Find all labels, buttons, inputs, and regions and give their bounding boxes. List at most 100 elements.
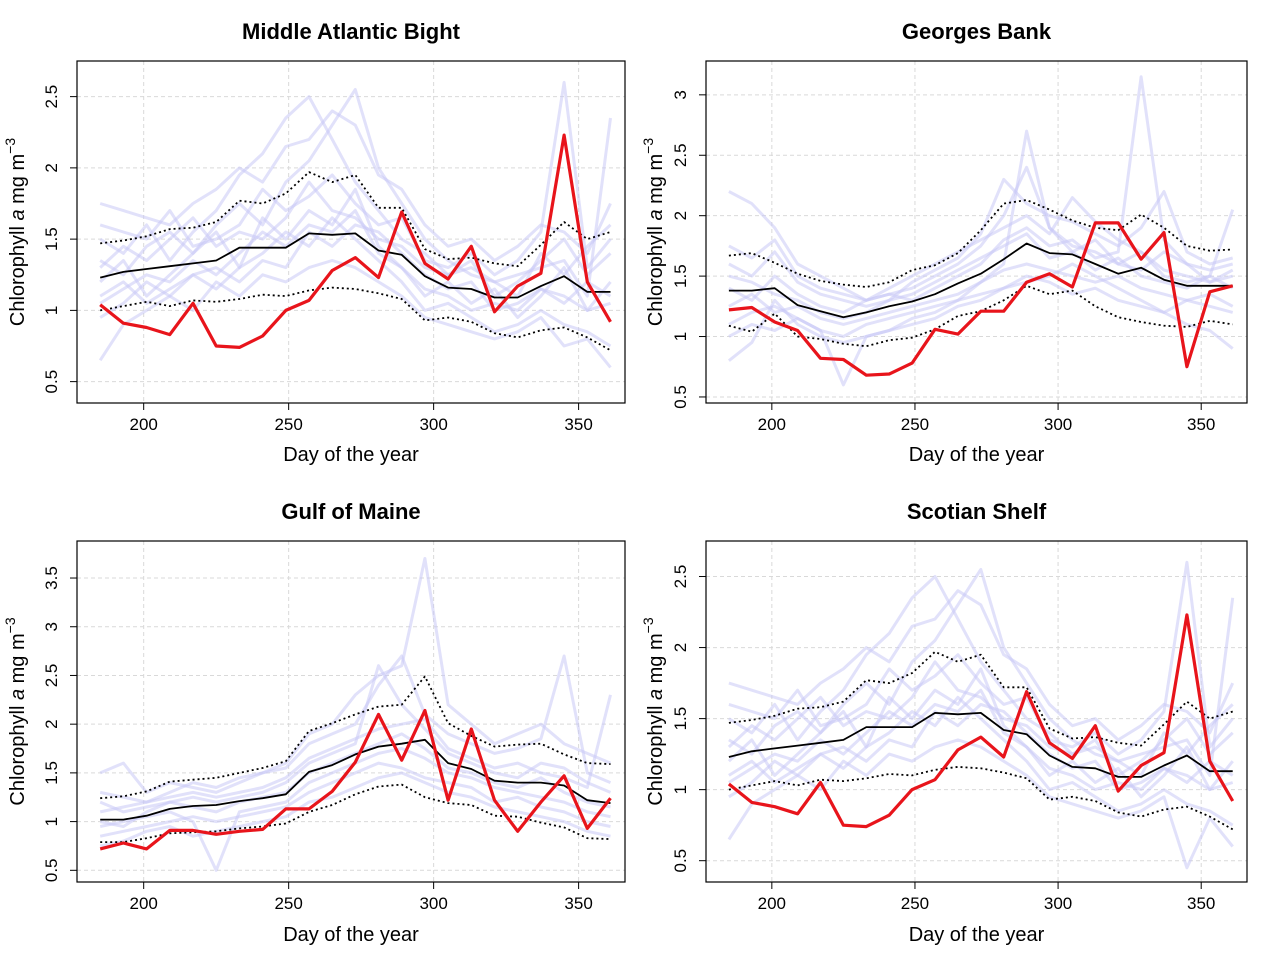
y-tick-label: 2 (671, 211, 690, 220)
y-axis-label-unit: mg m (7, 633, 29, 689)
x-tick-label: 200 (758, 415, 786, 434)
y-axis-label-superscript: −3 (2, 617, 18, 633)
series-line-mean (99, 232, 611, 299)
x-tick-label: 200 (758, 894, 786, 913)
x-axis-label: Day of the year (283, 444, 419, 466)
x-tick-label: 300 (419, 415, 447, 434)
y-tick-label: 2 (42, 163, 61, 172)
background-series-line (99, 664, 612, 814)
background-series-line (99, 209, 611, 312)
y-tick-label: 1 (42, 817, 61, 826)
x-tick-label: 250 (901, 894, 929, 913)
series-line-current (99, 133, 612, 349)
background-series-line (728, 177, 1234, 308)
background-series-line (728, 695, 1234, 827)
x-tick-label: 250 (274, 415, 302, 434)
background-series-line (727, 738, 1234, 870)
y-tick-label: 2 (42, 719, 61, 728)
series-line-mean (728, 712, 1233, 778)
y-axis-label-unit: mg m (7, 154, 29, 210)
chart-title: Middle Atlantic Bight (242, 19, 461, 44)
background-series-line (728, 165, 1234, 314)
series-line-upper (728, 650, 1233, 747)
background-series-line (728, 575, 1234, 777)
y-tick-label: 2.5 (671, 565, 690, 589)
y-axis-label-italic: a (7, 689, 29, 700)
y-tick-label: 1 (671, 332, 690, 341)
y-axis-label-superscript: −3 (640, 617, 656, 633)
chart-title: Georges Bank (902, 19, 1052, 44)
series-line-lower (728, 766, 1234, 831)
background-series-line (99, 109, 612, 262)
plot-frame (705, 60, 1248, 404)
series-line-current (728, 221, 1234, 377)
chart-title: Scotian Shelf (907, 499, 1047, 524)
series-line-mean (728, 242, 1233, 319)
y-tick-label: 0.5 (42, 858, 61, 882)
x-tick-label: 350 (1187, 415, 1215, 434)
y-tick-label: 1.5 (671, 707, 690, 731)
y-axis-label-unit: mg m (645, 154, 667, 210)
x-tick-label: 300 (1044, 415, 1072, 434)
y-axis-label-italic: a (7, 209, 29, 220)
background-series-line (728, 129, 1234, 387)
y-tick-label: 2 (671, 643, 690, 652)
y-tick-label: 2.5 (42, 85, 61, 109)
x-axis-label: Day of the year (909, 924, 1045, 946)
y-axis-label-superscript: −3 (640, 138, 656, 154)
y-axis-label: Chlorophyll a mg m−3 (640, 617, 667, 805)
y-axis-label-unit: mg m (645, 633, 667, 689)
y-tick-label: 1.5 (42, 761, 61, 785)
series-line-current (727, 613, 1235, 829)
y-tick-label: 3 (42, 622, 61, 631)
y-tick-label: 2.5 (42, 664, 61, 688)
background-series-line (728, 702, 1234, 792)
plot-area (727, 75, 1235, 387)
y-tick-label: 0.5 (671, 385, 690, 409)
plot-area (98, 80, 612, 369)
y-axis-label-prefix: Chlorophyll (7, 221, 29, 327)
series-line-lower (100, 286, 611, 352)
x-tick-label: 300 (419, 894, 447, 913)
plot-area (727, 560, 1235, 870)
background-series-line (98, 259, 612, 369)
background-series-line (728, 75, 1234, 302)
x-tick-label: 350 (564, 415, 592, 434)
x-tick-label: 300 (1044, 894, 1072, 913)
background-series-line (99, 732, 611, 828)
y-tick-label: 1 (42, 306, 61, 315)
plot-area (99, 557, 612, 872)
x-tick-label: 350 (564, 894, 592, 913)
background-series-line (99, 117, 612, 298)
background-series-line (727, 597, 1235, 777)
background-series-line (728, 560, 1234, 756)
plot-frame (76, 60, 626, 404)
x-tick-label: 250 (274, 894, 302, 913)
chart-title: Gulf of Maine (281, 499, 420, 524)
series-line-upper (728, 199, 1233, 288)
series-line-mean (100, 738, 611, 821)
background-series-line (99, 95, 612, 298)
series-line-upper (100, 171, 611, 268)
background-series-line (99, 654, 612, 804)
background-series-line (99, 187, 612, 319)
y-axis-label: Chlorophyll a mg m−3 (2, 617, 29, 805)
plot-frame (76, 540, 626, 883)
x-tick-label: 250 (901, 415, 929, 434)
y-axis-label-prefix: Chlorophyll (7, 700, 29, 806)
series-line-lower (100, 783, 611, 843)
y-tick-label: 0.5 (671, 849, 690, 873)
x-tick-label: 200 (130, 415, 158, 434)
y-axis-label-italic: a (645, 209, 667, 220)
y-axis-label-superscript: −3 (2, 138, 18, 154)
y-tick-label: 2.5 (671, 143, 690, 167)
x-axis-label: Day of the year (283, 924, 419, 946)
y-tick-label: 1.5 (671, 264, 690, 288)
y-axis-label-prefix: Chlorophyll (645, 700, 667, 806)
x-tick-label: 200 (130, 894, 158, 913)
background-series-line (99, 216, 612, 348)
background-series-line (728, 589, 1235, 742)
background-series-line (727, 262, 1234, 362)
y-axis-label: Chlorophyll a mg m−3 (640, 138, 667, 326)
